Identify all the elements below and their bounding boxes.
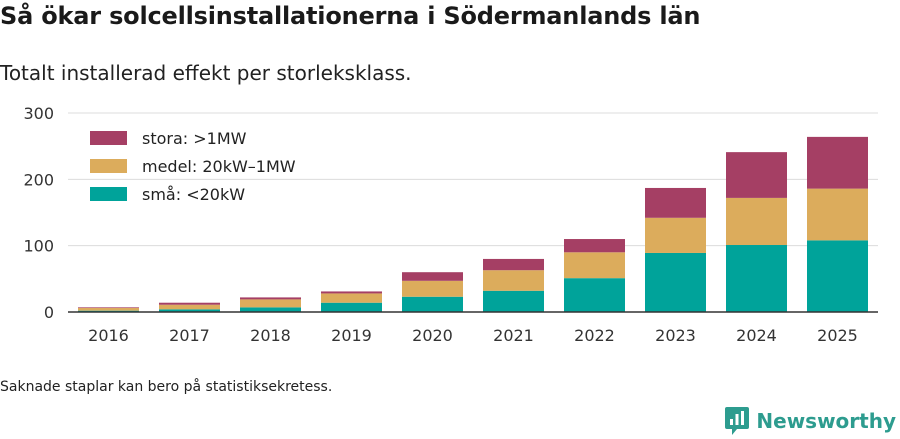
footnote: Saknade staplar kan bero på statistiksek… — [0, 379, 333, 395]
chart-subtitle: Totalt installerad effekt per storlekskl… — [0, 61, 412, 85]
legend-label-stora-1mw: stora: >1MW — [142, 129, 247, 148]
bar-2019-stora-1mw — [321, 291, 382, 294]
brand-name: Newsworthy — [756, 409, 896, 433]
bar-2021-sm-20kw — [483, 290, 544, 312]
bar-2018-medel-20kw-1mw — [240, 299, 301, 308]
bar-2019-medel-20kw-1mw — [321, 293, 382, 303]
bar-2020-stora-1mw — [402, 272, 463, 281]
x-tick-label-2020: 2020 — [412, 326, 453, 345]
bar-2025-sm-20kw — [807, 240, 868, 312]
newsworthy-logo-icon — [725, 407, 750, 435]
bar-2017-stora-1mw — [159, 302, 220, 305]
legend-swatch-sm-20kw — [90, 187, 127, 201]
bar-2016-stora-1mw — [78, 307, 139, 309]
legend-swatch-stora-1mw — [90, 131, 127, 145]
bar-2016-medel-20kw-1mw — [78, 308, 139, 311]
bar-2019-sm-20kw — [321, 302, 382, 312]
bar-2022-stora-1mw — [564, 239, 625, 253]
bar-2023-sm-20kw — [645, 252, 706, 312]
bar-2022-sm-20kw — [564, 278, 625, 312]
bar-2024-medel-20kw-1mw — [726, 197, 787, 246]
bar-2018-stora-1mw — [240, 297, 301, 300]
chart-title: Så ökar solcellsinstallationerna i Söder… — [0, 2, 701, 30]
x-tick-label-2016: 2016 — [88, 326, 129, 345]
y-tick-label-200: 200 — [23, 170, 54, 189]
bar-2024-stora-1mw — [726, 152, 787, 198]
bar-2017-sm-20kw — [159, 309, 220, 312]
bar-2025-stora-1mw — [807, 136, 868, 189]
bar-2023-medel-20kw-1mw — [645, 217, 706, 253]
bar-2025-medel-20kw-1mw — [807, 188, 868, 241]
x-tick-label-2019: 2019 — [331, 326, 372, 345]
x-tick-label-2017: 2017 — [169, 326, 210, 345]
bar-2020-sm-20kw — [402, 296, 463, 312]
x-tick-label-2024: 2024 — [736, 326, 777, 345]
y-tick-label-100: 100 — [23, 237, 54, 256]
bar-2021-medel-20kw-1mw — [483, 270, 544, 291]
x-tick-label-2023: 2023 — [655, 326, 696, 345]
bar-2017-medel-20kw-1mw — [159, 304, 220, 310]
bar-2021-stora-1mw — [483, 258, 544, 271]
bar-2023-stora-1mw — [645, 187, 706, 218]
legend-swatch-medel-20kw-1mw — [90, 159, 127, 173]
stacked-bar-chart: 0 100 200 300 2016 2017 2018 2019 2020 2021 2022 20… — [23, 104, 878, 345]
x-tick-label-2021: 2021 — [493, 326, 534, 345]
bar-2022-medel-20kw-1mw — [564, 252, 625, 279]
legend-label-sm-20kw: små: <20kW — [142, 185, 245, 204]
x-tick-label-2025: 2025 — [817, 326, 858, 345]
y-tick-label-0: 0 — [44, 303, 54, 322]
y-tick-label-300: 300 — [23, 104, 54, 123]
bar-2024-sm-20kw — [726, 245, 787, 312]
legend-label-medel-20kw-1mw: medel: 20kW–1MW — [142, 157, 296, 176]
bar-2018-sm-20kw — [240, 307, 301, 312]
x-tick-label-2018: 2018 — [250, 326, 291, 345]
x-tick-label-2022: 2022 — [574, 326, 615, 345]
brand[interactable]: Newsworthy — [724, 406, 896, 436]
bar-2020-medel-20kw-1mw — [402, 280, 463, 297]
